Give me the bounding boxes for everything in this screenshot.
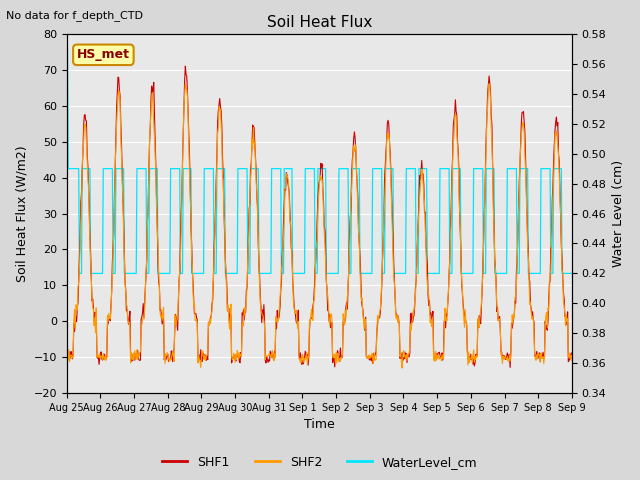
Title: Soil Heat Flux: Soil Heat Flux bbox=[267, 15, 372, 30]
X-axis label: Time: Time bbox=[304, 419, 335, 432]
Text: HS_met: HS_met bbox=[77, 48, 130, 61]
Text: No data for f_depth_CTD: No data for f_depth_CTD bbox=[6, 10, 143, 21]
Legend: SHF1, SHF2, WaterLevel_cm: SHF1, SHF2, WaterLevel_cm bbox=[157, 451, 483, 474]
Y-axis label: Soil Heat Flux (W/m2): Soil Heat Flux (W/m2) bbox=[15, 145, 28, 282]
Y-axis label: Water Level (cm): Water Level (cm) bbox=[612, 160, 625, 267]
